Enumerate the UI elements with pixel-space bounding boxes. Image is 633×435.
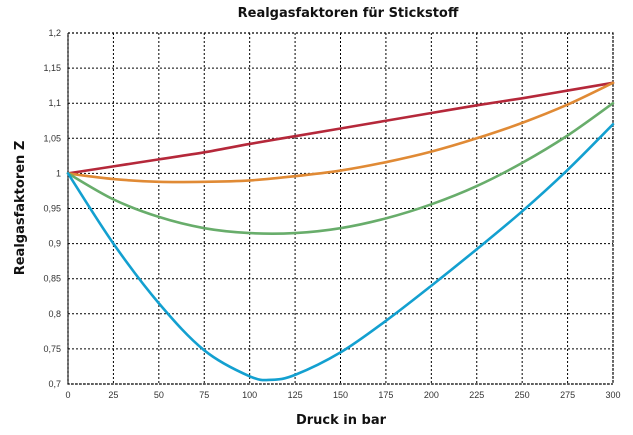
y-tick-label: 0,9 xyxy=(48,239,61,249)
series-line-2 xyxy=(66,81,615,184)
x-tick-label: 50 xyxy=(154,390,164,400)
y-tick-label: 0,7 xyxy=(48,379,61,389)
series-line-3 xyxy=(66,101,615,235)
y-tick-label: 0,95 xyxy=(43,204,61,214)
x-tick-label: 0 xyxy=(65,390,70,400)
y-tick-label: 0,75 xyxy=(43,344,61,354)
x-tick-label: 275 xyxy=(560,390,575,400)
x-tick-label: 250 xyxy=(515,390,530,400)
plot-frame xyxy=(67,32,614,385)
x-tick-label: 225 xyxy=(469,390,484,400)
x-tick-label: 100 xyxy=(242,390,257,400)
x-axis-ticks: 0 25 50 75 100 125 150 175 200 225 250 275 300 xyxy=(65,390,620,400)
series-layer xyxy=(66,81,615,382)
y-tick-label: 1,05 xyxy=(43,133,61,143)
series-line-1 xyxy=(66,81,615,175)
series-line-4 xyxy=(66,122,615,382)
y-tick-label: 1,2 xyxy=(48,28,61,38)
y-tick-label: 0,85 xyxy=(43,274,61,284)
y-tick-label: 1 xyxy=(56,168,61,178)
x-tick-label: 150 xyxy=(333,390,348,400)
y-axis-ticks: 0,7 0,75 0,8 0,85 0,9 0,95 1 1,05 1,1 1,15 1,2 xyxy=(43,28,61,389)
y-tick-label: 0,8 xyxy=(48,309,61,319)
y-tick-label: 1,15 xyxy=(43,63,61,73)
grid xyxy=(67,32,614,385)
x-tick-label: 300 xyxy=(605,390,620,400)
y-tick-label: 1,1 xyxy=(48,98,61,108)
y-axis-label: Realgasfaktoren Z xyxy=(13,141,28,276)
x-tick-label: 200 xyxy=(424,390,439,400)
x-axis-label: Druck in bar xyxy=(296,413,387,428)
x-tick-label: 175 xyxy=(378,390,393,400)
x-tick-label: 75 xyxy=(199,390,209,400)
x-tick-label: 25 xyxy=(108,390,118,400)
chart-title: Realgasfaktoren für Stickstoff xyxy=(238,6,459,21)
x-tick-label: 125 xyxy=(288,390,303,400)
